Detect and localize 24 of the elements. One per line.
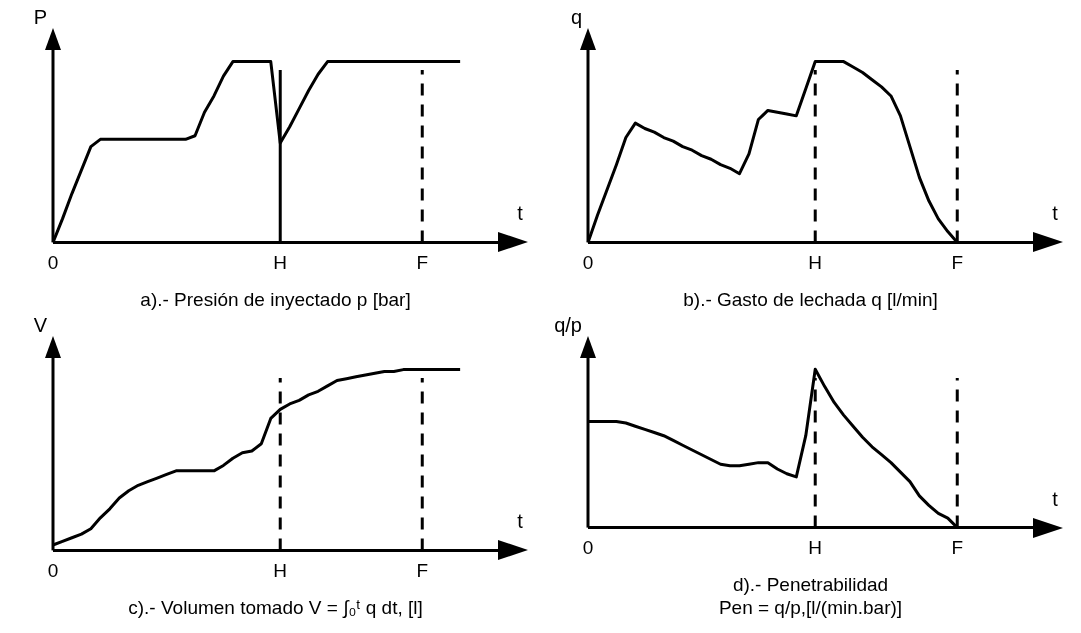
y-axis-title: P [33,6,47,28]
x-axis-title: t [1052,202,1059,225]
x-tick-label: F [951,252,964,274]
y-axis-title: q/p [554,314,582,336]
x-tick-label: H [808,537,823,559]
x-axis-title: t [1052,487,1059,510]
x-tick-label: H [273,252,288,274]
x-axis-title: t [517,202,524,225]
y-axis-title: V [33,314,48,336]
x-tick-label: 0 [47,252,59,274]
text: b).- Gasto de lechada q [l/min] [683,288,938,310]
x-tick-label: 0 [582,537,594,559]
x-tick-label: F [951,537,964,559]
x-tick-label: F [416,560,429,582]
x-tick-label: 0 [582,252,594,274]
x-tick-label: H [273,560,288,582]
text: c).- Volumen tomado V = ∫₀ᵗ q dt, [l] [128,596,423,619]
x-tick-label: H [808,252,823,274]
text: a).- Presión de inyectado p [bar] [140,288,411,310]
text: d).- Penetrabilidad Pen = q/p,[l/(min.bar)] [718,574,903,618]
x-axis-title: t [517,510,524,533]
x-tick-label: 0 [47,560,59,582]
y-axis-title: q [570,6,582,28]
x-tick-label: F [416,252,429,274]
